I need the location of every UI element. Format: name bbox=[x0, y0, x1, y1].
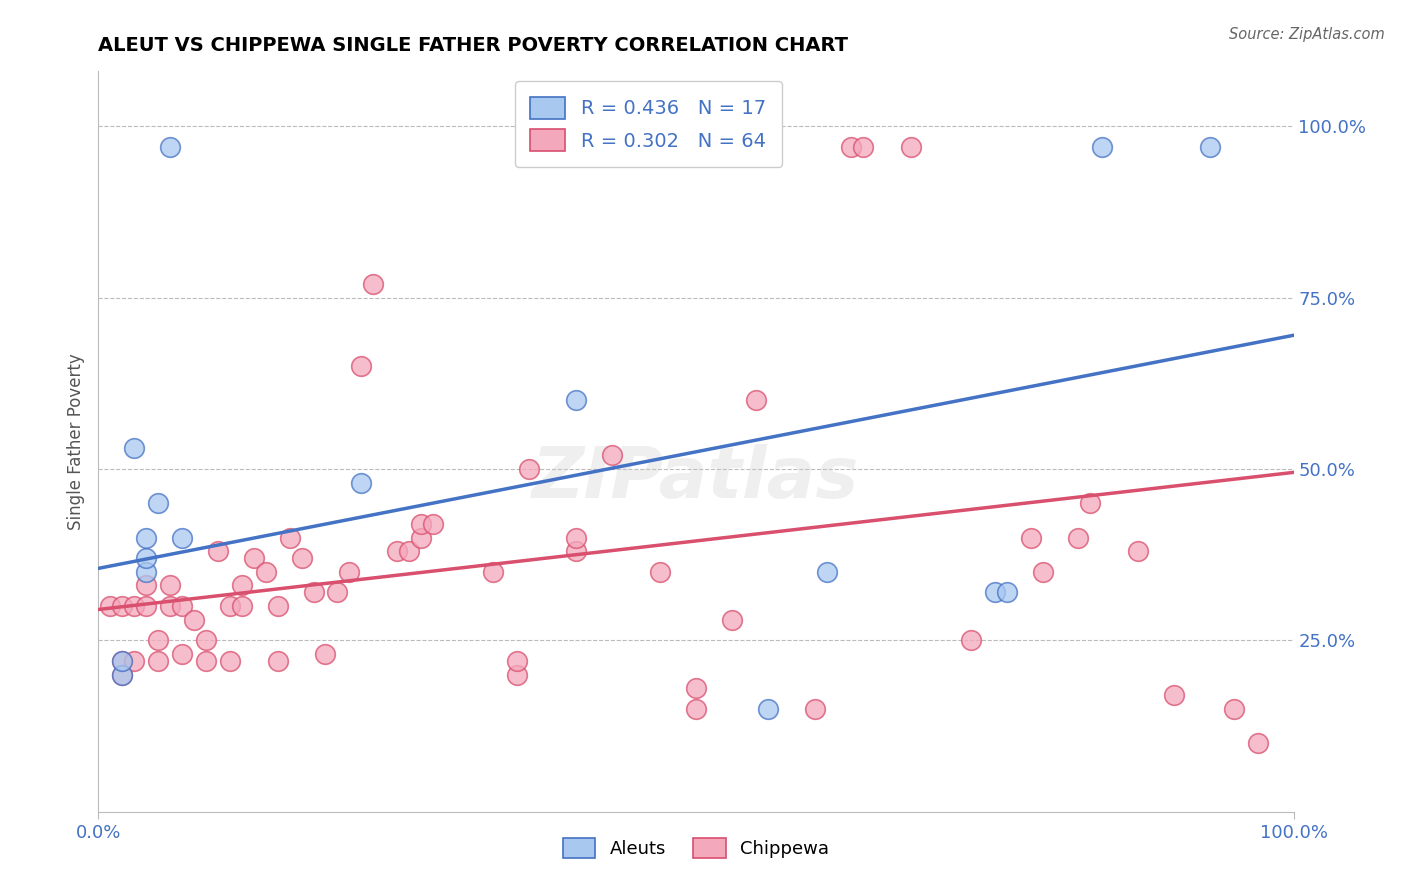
Point bbox=[219, 599, 242, 613]
Point bbox=[111, 667, 134, 681]
Point bbox=[995, 585, 1018, 599]
Point bbox=[1223, 702, 1246, 716]
Point bbox=[350, 359, 373, 373]
Point bbox=[721, 613, 744, 627]
Point bbox=[159, 578, 181, 592]
Point bbox=[172, 647, 194, 661]
Point bbox=[565, 544, 588, 558]
Point bbox=[291, 551, 314, 566]
Point bbox=[1080, 496, 1102, 510]
Point bbox=[135, 565, 157, 579]
Point bbox=[124, 654, 146, 668]
Point bbox=[135, 551, 157, 566]
Point bbox=[159, 599, 181, 613]
Point bbox=[148, 496, 170, 510]
Point bbox=[135, 531, 157, 545]
Point bbox=[111, 654, 134, 668]
Point bbox=[517, 462, 540, 476]
Point bbox=[350, 475, 373, 490]
Point bbox=[254, 565, 277, 579]
Point bbox=[315, 647, 337, 661]
Point bbox=[172, 531, 194, 545]
Point bbox=[1199, 140, 1222, 154]
Point bbox=[900, 140, 922, 154]
Point bbox=[267, 599, 290, 613]
Point bbox=[411, 531, 433, 545]
Point bbox=[1067, 531, 1090, 545]
Point bbox=[1247, 736, 1270, 750]
Point bbox=[111, 654, 134, 668]
Point bbox=[363, 277, 385, 291]
Point bbox=[685, 681, 707, 696]
Point bbox=[984, 585, 1007, 599]
Point bbox=[326, 585, 349, 599]
Point bbox=[841, 140, 863, 154]
Point bbox=[98, 599, 122, 613]
Point bbox=[135, 599, 157, 613]
Point bbox=[422, 516, 444, 531]
Point bbox=[815, 565, 838, 579]
Point bbox=[481, 565, 505, 579]
Point bbox=[278, 531, 301, 545]
Point bbox=[243, 551, 266, 566]
Point bbox=[745, 393, 768, 408]
Point bbox=[685, 702, 707, 716]
Point bbox=[207, 544, 229, 558]
Point bbox=[506, 667, 529, 681]
Point bbox=[302, 585, 325, 599]
Point bbox=[565, 531, 588, 545]
Point bbox=[648, 565, 672, 579]
Point bbox=[1091, 140, 1114, 154]
Y-axis label: Single Father Poverty: Single Father Poverty bbox=[66, 353, 84, 530]
Point bbox=[756, 702, 779, 716]
Point bbox=[1032, 565, 1054, 579]
Point bbox=[1163, 688, 1185, 702]
Point bbox=[565, 393, 588, 408]
Point bbox=[385, 544, 409, 558]
Point bbox=[135, 578, 157, 592]
Point bbox=[172, 599, 194, 613]
Text: ZIPatlas: ZIPatlas bbox=[533, 444, 859, 513]
Point bbox=[124, 599, 146, 613]
Point bbox=[398, 544, 420, 558]
Point bbox=[1019, 531, 1042, 545]
Point bbox=[195, 654, 218, 668]
Point bbox=[219, 654, 242, 668]
Point bbox=[267, 654, 290, 668]
Point bbox=[159, 140, 181, 154]
Point bbox=[852, 140, 875, 154]
Point bbox=[602, 448, 624, 462]
Point bbox=[148, 633, 170, 648]
Point bbox=[231, 599, 253, 613]
Legend: Aleuts, Chippewa: Aleuts, Chippewa bbox=[555, 830, 837, 865]
Point bbox=[148, 654, 170, 668]
Text: Source: ZipAtlas.com: Source: ZipAtlas.com bbox=[1229, 27, 1385, 42]
Point bbox=[111, 667, 134, 681]
Point bbox=[1128, 544, 1150, 558]
Point bbox=[111, 599, 134, 613]
Point bbox=[804, 702, 827, 716]
Point bbox=[506, 654, 529, 668]
Point bbox=[339, 565, 361, 579]
Point bbox=[960, 633, 983, 648]
Point bbox=[183, 613, 205, 627]
Point bbox=[411, 516, 433, 531]
Point bbox=[195, 633, 218, 648]
Point bbox=[124, 442, 146, 456]
Text: ALEUT VS CHIPPEWA SINGLE FATHER POVERTY CORRELATION CHART: ALEUT VS CHIPPEWA SINGLE FATHER POVERTY … bbox=[98, 36, 848, 54]
Point bbox=[231, 578, 253, 592]
